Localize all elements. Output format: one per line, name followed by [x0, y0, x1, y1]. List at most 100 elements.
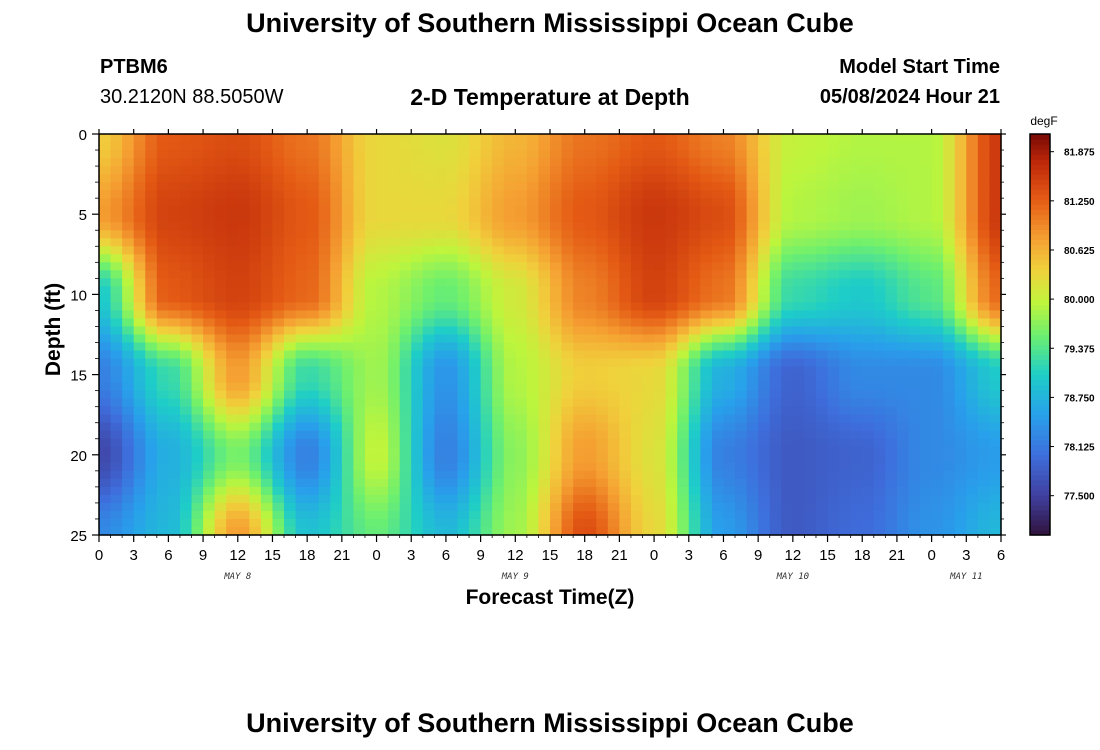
heatmap-cell — [758, 390, 771, 400]
heatmap-cell — [515, 206, 528, 215]
heatmap-cell — [908, 374, 921, 384]
heatmap-cell — [758, 462, 771, 472]
heatmap-cell — [341, 246, 355, 255]
heatmap-cell — [480, 254, 493, 263]
heatmap-cell — [203, 430, 216, 440]
heatmap-cell — [642, 214, 655, 223]
heatmap-cell — [399, 414, 412, 424]
heatmap-cell — [526, 134, 540, 143]
heatmap-cell — [376, 286, 389, 295]
heatmap-cell — [133, 174, 146, 183]
heatmap-cell — [607, 374, 620, 384]
heatmap-cell — [411, 278, 424, 287]
heatmap-cell — [920, 414, 933, 424]
heatmap-cell — [735, 438, 748, 448]
heatmap-cell — [989, 454, 1002, 464]
heatmap-cell — [226, 494, 239, 504]
heatmap-cell — [781, 454, 794, 464]
heatmap-cell — [642, 254, 655, 263]
heatmap-cell — [214, 270, 227, 279]
heatmap-cell — [480, 158, 493, 167]
heatmap-cell — [179, 374, 193, 384]
heatmap-cell — [145, 134, 158, 143]
heatmap-cell — [434, 182, 447, 191]
heatmap-cell — [630, 294, 644, 304]
heatmap-cell — [654, 142, 667, 151]
heatmap-cell — [769, 422, 782, 432]
heatmap-cell — [179, 198, 193, 207]
heatmap-cell — [191, 142, 204, 151]
heatmap-cell — [827, 142, 840, 151]
heatmap-cell — [179, 510, 193, 520]
heatmap-cell — [711, 430, 725, 440]
heatmap-cell — [376, 438, 389, 448]
heatmap-cell — [226, 142, 239, 151]
heatmap-cell — [723, 214, 736, 223]
heatmap-cell — [573, 518, 586, 528]
heatmap-cell — [226, 334, 239, 344]
heatmap-cell — [226, 462, 239, 472]
heatmap-cell — [769, 366, 782, 376]
heatmap-cell — [388, 366, 401, 376]
heatmap-cell — [237, 158, 250, 167]
heatmap-cell — [561, 414, 574, 424]
heatmap-cell — [839, 342, 852, 352]
heatmap-cell — [260, 294, 274, 304]
heatmap-cell — [700, 478, 713, 488]
heatmap-cell — [260, 142, 274, 151]
heatmap-cell — [503, 486, 516, 496]
heatmap-cell — [931, 374, 944, 384]
heatmap-cell — [445, 470, 459, 480]
heatmap-cell — [330, 342, 343, 352]
colorbar-segment — [1030, 379, 1050, 386]
heatmap-cell — [526, 470, 540, 480]
colorbar-segment — [1030, 149, 1050, 155]
heatmap-cell — [642, 510, 655, 520]
heatmap-cell — [422, 206, 435, 215]
heatmap-cell — [538, 422, 551, 432]
heatmap-cell — [827, 190, 840, 199]
heatmap-cell — [966, 454, 979, 464]
heatmap-cell — [850, 254, 863, 263]
heatmap-cell — [642, 190, 655, 199]
heatmap-cell — [295, 278, 308, 287]
heatmap-cell — [700, 318, 713, 328]
heatmap-cell — [723, 318, 736, 328]
heatmap-cell — [630, 494, 644, 504]
heatmap-cell — [330, 318, 343, 328]
heatmap-cell — [307, 494, 320, 504]
heatmap-cell — [434, 198, 447, 207]
heatmap-cell — [480, 350, 493, 360]
heatmap-cell — [908, 158, 921, 167]
heatmap-cell — [954, 494, 967, 504]
heatmap-cell — [989, 430, 1002, 440]
heatmap-cell — [792, 358, 806, 368]
heatmap-cell — [596, 382, 609, 392]
heatmap-cell — [99, 214, 112, 223]
heatmap-cell — [781, 438, 794, 448]
heatmap-cell — [133, 182, 146, 191]
heatmap-cell — [307, 510, 320, 520]
heatmap-cell — [353, 150, 366, 159]
heatmap-cell — [526, 462, 540, 472]
heatmap-cell — [434, 166, 447, 175]
heatmap-cell — [896, 182, 910, 191]
heatmap-cell — [411, 134, 424, 143]
heatmap-cell — [492, 406, 505, 416]
heatmap-cell — [191, 150, 204, 159]
colorbar-segment — [1030, 254, 1050, 260]
heatmap-cell — [179, 190, 193, 199]
heatmap-cell — [966, 350, 979, 360]
heatmap-cell — [758, 142, 771, 151]
x-tick-label: 0 — [95, 547, 103, 564]
heatmap-cell — [723, 350, 736, 360]
heatmap-cell — [804, 254, 817, 263]
heatmap-cell — [376, 350, 389, 360]
heatmap-cell — [966, 326, 979, 336]
heatmap-cell — [226, 286, 239, 295]
heatmap-cell — [284, 310, 297, 320]
heatmap-cell — [434, 398, 447, 408]
heatmap-cell — [353, 294, 366, 304]
heatmap-cell — [677, 294, 690, 304]
heatmap-cell — [630, 150, 644, 159]
